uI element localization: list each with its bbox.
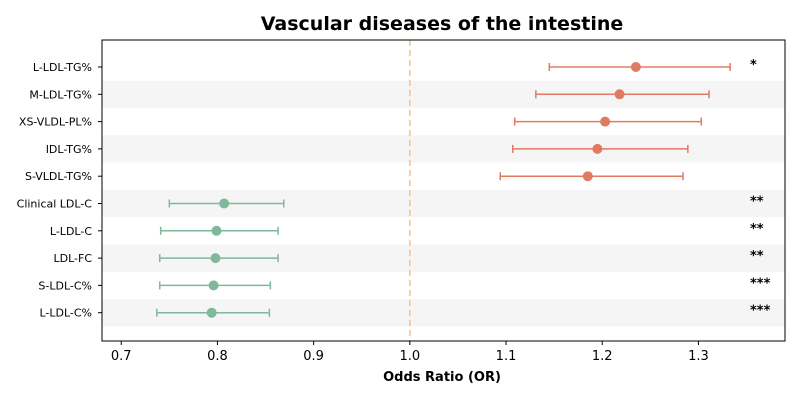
point-estimate xyxy=(600,116,611,127)
row: XS-VLDL-PL% xyxy=(19,116,703,129)
x-tick-label: 1.1 xyxy=(496,349,517,364)
row: L-LDL-C ** xyxy=(50,222,764,238)
x-tick-label: 1.3 xyxy=(688,349,709,364)
row: L-LDL-TG% * xyxy=(33,58,757,74)
x-axis: 0.7 0.8 0.9 1.0 1.1 1.2 1.3 xyxy=(111,341,709,364)
point-estimate xyxy=(614,89,625,100)
x-tick-label: 0.7 xyxy=(111,349,132,364)
row: M-LDL-TG% xyxy=(29,88,710,101)
row-label: XS-VLDL-PL% xyxy=(19,116,92,129)
point-estimate xyxy=(630,62,641,72)
row-label: IDL-TG% xyxy=(46,143,92,156)
row: L-LDL-C% *** xyxy=(39,304,770,320)
x-tick-label: 0.9 xyxy=(303,349,324,364)
x-tick-label: 0.8 xyxy=(207,349,228,364)
row: LDL-FC ** xyxy=(53,249,763,265)
plot-frame xyxy=(101,39,786,342)
significance-marker: ** xyxy=(750,222,764,237)
row: S-LDL-C% *** xyxy=(38,276,770,292)
significance-marker: * xyxy=(750,58,757,73)
point-estimate xyxy=(211,225,222,236)
point-estimate xyxy=(219,198,230,209)
significance-marker: *** xyxy=(750,276,771,291)
data-rows: L-LDL-TG% * M-LDL-TG% XS-VLDL-PL% IDL-TG% S-V… xyxy=(17,58,771,320)
row-label: L-LDL-C xyxy=(50,225,92,238)
x-tick-label: 1.0 xyxy=(399,349,420,364)
row-label: M-LDL-TG% xyxy=(29,88,92,101)
significance-marker: *** xyxy=(750,304,771,319)
point-estimate xyxy=(582,171,593,182)
row-label: S-VLDL-TG% xyxy=(25,170,92,183)
point-estimate xyxy=(210,253,221,264)
point-estimate xyxy=(592,143,603,154)
row-label: L-LDL-C% xyxy=(39,307,92,320)
chart-title: Vascular diseases of the intestine xyxy=(261,13,624,35)
row: Clinical LDL-C ** xyxy=(17,195,764,211)
row-label: Clinical LDL-C xyxy=(17,198,93,211)
row-label: S-LDL-C% xyxy=(38,279,92,292)
significance-marker: ** xyxy=(750,195,764,210)
x-tick-label: 1.2 xyxy=(592,349,613,364)
point-estimate xyxy=(206,307,217,318)
row-label: LDL-FC xyxy=(53,252,92,265)
significance-marker: ** xyxy=(750,249,764,264)
row: S-VLDL-TG% xyxy=(25,170,684,183)
point-estimate xyxy=(208,280,219,291)
row-label: L-LDL-TG% xyxy=(33,61,92,74)
row: IDL-TG% xyxy=(46,143,689,156)
x-axis-label: Odds Ratio (OR) xyxy=(383,370,501,385)
